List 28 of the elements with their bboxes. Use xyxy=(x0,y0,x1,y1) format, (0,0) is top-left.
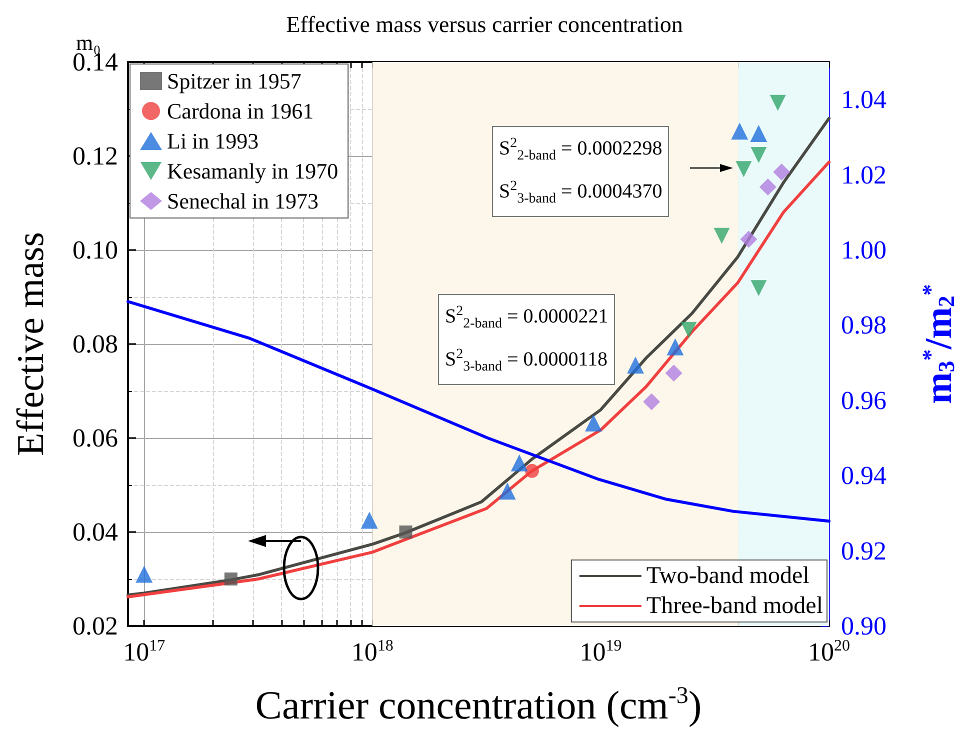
chart-title: Effective mass versus carrier concentration xyxy=(286,12,684,37)
y-tick-label: 0.04 xyxy=(72,518,118,546)
y2-tick-label: 0.96 xyxy=(841,386,886,415)
y2-tick-label: 0.94 xyxy=(841,461,886,490)
y2-axis-title: m3*/m2* xyxy=(918,284,960,404)
legend-label: Two-band model xyxy=(646,563,810,589)
annotation: S$^{2}$$_{2-band}$ = 0.0000221 xyxy=(445,304,608,332)
legend-label: Three-band model xyxy=(646,593,824,619)
legend-label: Spitzer in 1957 xyxy=(167,68,302,94)
legend-label: Senechal in 1973 xyxy=(167,188,319,214)
annotation: S$^{2}$$_{3-band}$ = 0.0000118 xyxy=(445,346,608,374)
y-axis-title: Effective mass xyxy=(10,232,52,456)
legend-label: Li in 1993 xyxy=(167,128,259,154)
annotation: S$^{2}$$_{2-band}$ = 0.0002298 xyxy=(499,136,662,164)
y-tick-label: 0.10 xyxy=(72,236,118,264)
y-tick-label: 0.12 xyxy=(72,142,118,170)
y-tick-label: 0.08 xyxy=(72,330,118,358)
y2-tick-label: 1.00 xyxy=(841,236,886,264)
legend-label: Kesamanly in 1970 xyxy=(167,158,338,184)
annotation: S$^{2}$$_{3-band}$ = 0.0004370 xyxy=(499,178,662,206)
y-tick-label: 0.06 xyxy=(72,424,118,452)
y2-tick-label: 0.92 xyxy=(841,536,886,566)
y2-tick-label: 0.98 xyxy=(841,310,886,340)
y2-tick-label: 0.90 xyxy=(841,612,886,640)
y2-tick-label: 1.04 xyxy=(841,85,886,114)
legend-label: Cardona in 1961 xyxy=(167,98,314,124)
y-tick-label: 0.02 xyxy=(72,612,118,640)
y2-tick-label: 1.02 xyxy=(841,160,886,190)
